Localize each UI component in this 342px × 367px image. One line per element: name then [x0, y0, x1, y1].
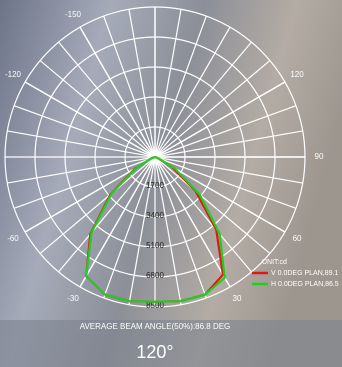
spoke — [154, 15, 207, 158]
spoke — [103, 15, 156, 158]
spoke — [154, 156, 297, 209]
spoke — [154, 156, 182, 305]
a-tick-label: -30 — [67, 294, 79, 303]
a-tick-label: 60 — [293, 234, 302, 243]
legend-label: V 0.0DEG PLAN,89.1 — [271, 270, 338, 277]
spoke — [154, 130, 303, 158]
a-tick — [154, 81, 286, 158]
spoke — [154, 26, 231, 158]
spoke — [39, 60, 156, 158]
legend-label: H 0.0DEG PLAN,86.5 — [271, 281, 339, 288]
legend-unit: UNIT:cd — [262, 259, 287, 266]
spoke — [13, 105, 156, 158]
series-line — [85, 155, 226, 303]
a-tick-label: -120 — [5, 70, 22, 79]
r-tick-label: 1700 — [146, 181, 164, 190]
spoke — [154, 156, 207, 299]
spoke — [128, 156, 156, 305]
spoke — [128, 9, 156, 158]
a-tick — [154, 156, 231, 288]
a-tick-label: 120 — [290, 70, 304, 79]
spoke — [103, 156, 156, 299]
a-tick — [79, 156, 156, 288]
beam-angle-note: AVERAGE BEAM ANGLE(50%):86.8 DEG — [80, 322, 231, 331]
a-tick-label: -60 — [7, 234, 19, 243]
spoke — [154, 156, 271, 254]
r-tick-label: 6800 — [146, 271, 164, 280]
plot: UNIT:cd V 0.0DEG PLAN,89.1 H 0.0DEG PLAN,8… — [85, 155, 339, 303]
a-tick — [79, 26, 156, 158]
r-tick-label: 8500 — [146, 301, 164, 310]
spoke — [154, 156, 303, 184]
polar-grid: 17003400510068008500+/-180-150-120-60-30… — [4, 6, 324, 310]
spoke — [7, 130, 156, 158]
spoke — [58, 156, 156, 273]
a-tick-label: -150 — [65, 10, 82, 19]
a-tick-label: 90 — [315, 152, 324, 161]
spoke — [39, 156, 156, 254]
spoke — [154, 105, 297, 158]
spoke — [154, 156, 252, 273]
caption: 120° — [136, 342, 173, 362]
a-tick — [24, 81, 156, 158]
spoke — [7, 156, 156, 184]
r-tick-label: 3400 — [146, 211, 164, 220]
spoke — [58, 41, 156, 158]
spoke — [154, 9, 182, 158]
spoke — [13, 156, 156, 209]
spoke — [154, 41, 252, 158]
background-band — [0, 320, 342, 367]
spoke — [154, 60, 271, 158]
r-tick-label: 5100 — [146, 241, 164, 250]
a-tick-label: 30 — [233, 294, 242, 303]
